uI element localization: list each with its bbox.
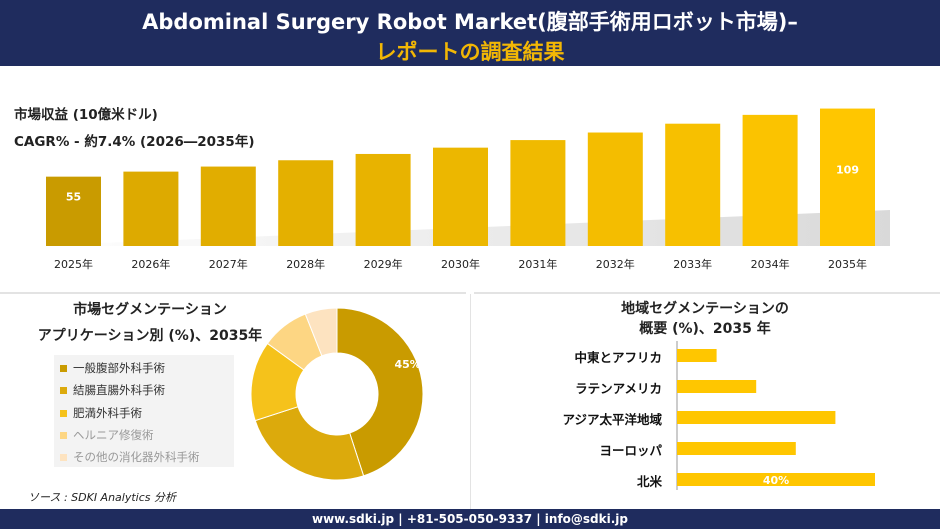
year-tick-label: 2026年 [131,257,170,271]
donut-slice [304,307,338,357]
legend-label: 肥満外科手術 [73,406,142,420]
donut-slice [336,307,424,477]
bar-value-label: 55 [66,191,81,204]
legend-swatch [60,453,67,461]
revenue-bar [355,153,411,246]
segment-legend [54,355,234,467]
bar-value-label: 109 [836,164,859,177]
year-tick-label: 2032年 [596,257,635,271]
revenue-bar [200,166,256,246]
section-divider-right [474,292,940,294]
contact-footer: www.sdki.jp | +81-505-050-9337 | info@sd… [0,509,940,529]
legend-item: ヘルニア修復術 [60,427,154,443]
revenue-labels: 市場収益 (10億米ドル) CAGR% - 約7.4% (2026―2035年) [14,102,255,156]
region-label: アジア太平洋地域 [562,412,662,427]
legend-label: 一般腹部外科手術 [73,361,165,375]
year-tick-label: 2035年 [828,257,867,271]
segment-title-line2: アプリケーション別 (%)、2035年 [37,328,263,344]
year-tick-label: 2025年 [54,257,93,271]
year-tick-label: 2033年 [673,257,712,271]
year-tick-label: 2031年 [518,257,557,271]
legend-item: 肥満外科手術 [60,405,142,421]
region-label: ラテンアメリカ [575,381,662,396]
region-label: 北米 [636,474,662,489]
legend-item: 一般腹部外科手術 [60,360,165,376]
report-title: Abdominal Surgery Robot Market(腹部手術用ロボット… [142,10,798,34]
revenue-unit-label: 市場収益 (10億米ドル) [14,107,158,123]
region-bar [677,473,875,486]
revenue-bar [820,108,875,246]
region-title-line1: 地域セグメンテーションの [621,301,789,317]
section-divider-left [0,292,466,294]
region-bar [677,349,717,362]
region-bar [677,411,836,424]
year-tick-label: 2030年 [441,257,480,271]
revenue-bar [742,114,798,246]
year-tick-label: 2027年 [209,257,248,271]
revenue-bar [123,171,179,246]
source-note: ソース : SDKI Analytics 分析 [28,491,177,504]
segment-title-line1: 市場セグメンテーション [73,302,227,318]
revenue-bar [433,147,488,246]
region-bar [677,442,796,455]
revenue-bar [46,176,101,246]
year-tick-label: 2034年 [751,257,790,271]
legend-label: 結腸直腸外科手術 [73,383,165,397]
revenue-bar [278,160,334,246]
legend-swatch [60,431,67,439]
legend-swatch [60,409,67,417]
legend-swatch [60,364,67,372]
year-tick-label: 2029年 [364,257,403,271]
cagr-label: CAGR% - 約7.4% (2026―2035年) [14,134,255,150]
donut-slice [254,406,365,481]
section-divider-vertical [470,294,471,509]
legend-item: その他の消化器外科手術 [60,449,200,465]
legend-label: その他の消化器外科手術 [73,450,200,464]
region-label: 中東とアフリカ [574,350,662,365]
region-value-label: 40% [763,474,789,487]
legend-item: 結腸直腸外科手術 [60,382,165,398]
legend-swatch [60,386,67,394]
region-bar [677,380,757,393]
region-title-line2: 概要 (%)、2035 年 [639,321,771,337]
header-banner: Abdominal Surgery Robot Market(腹部手術用ロボット… [0,0,940,66]
year-tick-label: 2028年 [286,257,325,271]
revenue-bar [665,123,721,246]
legend-label: ヘルニア修復術 [73,428,154,442]
slice-value-label: 45% [394,358,420,371]
region-label: ヨーロッパ [599,443,662,458]
revenue-bar [510,140,566,246]
report-subtitle: レポートの調査結果 [375,40,565,64]
revenue-bar [587,132,643,246]
